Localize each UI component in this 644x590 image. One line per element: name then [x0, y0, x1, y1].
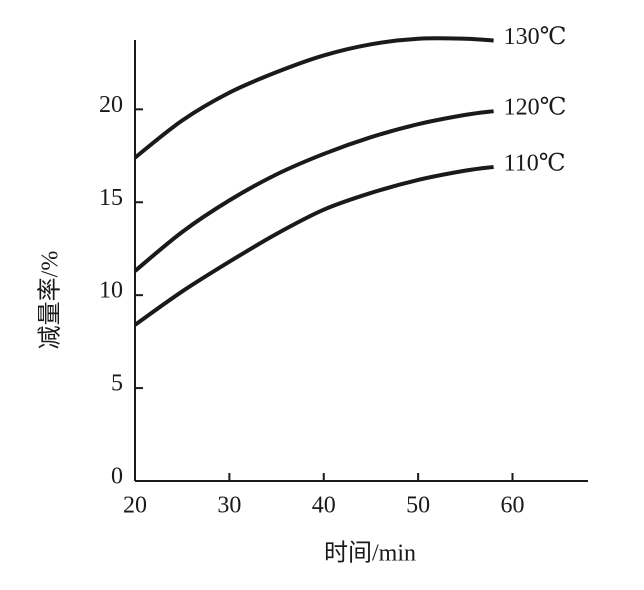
line-series [133, 109, 494, 273]
x-tick-label: 20 [123, 493, 147, 519]
series-label: 130℃ [504, 24, 567, 50]
y-tick-label: 10 [99, 278, 123, 304]
series-label: 120℃ [504, 95, 567, 121]
x-tick-label: 30 [217, 493, 241, 519]
line-series [133, 164, 494, 327]
y-tick-label: 5 [111, 371, 123, 397]
x-tick-label: 60 [501, 493, 525, 519]
y-axis-label: 减量率/% [37, 251, 64, 350]
x-tick-label: 50 [406, 493, 430, 519]
y-tick-label: 20 [99, 92, 123, 118]
x-tick-label: 40 [312, 493, 336, 519]
x-axis-label: 时间/min [324, 540, 416, 567]
y-tick-label: 15 [99, 185, 123, 211]
y-tick-label: 0 [111, 464, 123, 490]
line-series [133, 36, 494, 160]
series-label: 110℃ [504, 150, 566, 176]
